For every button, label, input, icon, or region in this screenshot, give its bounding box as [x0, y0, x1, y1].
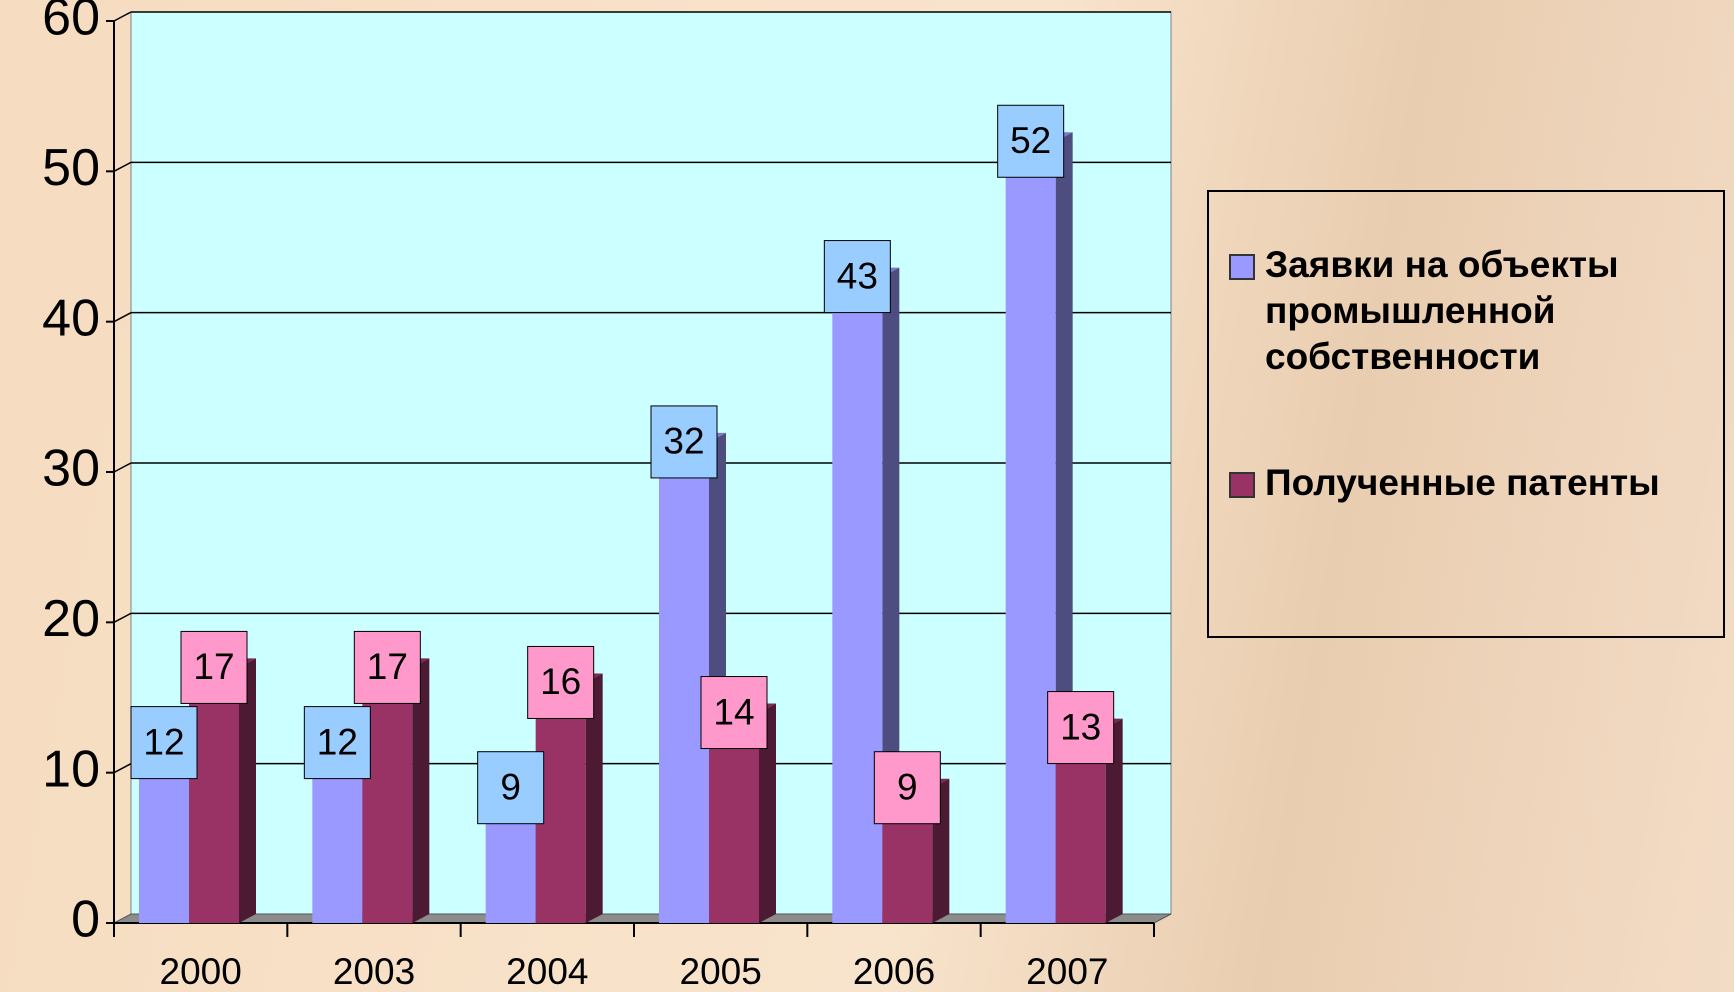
data-label: 12 — [317, 721, 358, 762]
grid-line-side — [114, 463, 131, 472]
bar — [362, 667, 412, 923]
legend-label: Полученные патенты — [1265, 460, 1660, 506]
x-tick-label: 2004 — [506, 951, 588, 992]
y-tick-label: 10 — [42, 740, 100, 798]
legend-item: Заявки на объекты промышленной собственн… — [1229, 242, 1711, 380]
bar — [1006, 141, 1056, 923]
grid-line-side — [114, 764, 131, 773]
legend: Заявки на объекты промышленной собственн… — [1207, 190, 1725, 638]
page: 0102030405060200020032004200520062007121… — [0, 0, 1734, 992]
data-label: 52 — [1010, 120, 1051, 161]
x-tick-label: 2007 — [1026, 951, 1108, 992]
grid-line-side — [114, 313, 131, 322]
y-tick-label: 60 — [42, 0, 100, 47]
y-tick-label: 0 — [71, 891, 100, 949]
grid-line-side — [114, 12, 131, 21]
legend-swatch — [1229, 472, 1255, 498]
data-label: 17 — [367, 646, 408, 687]
data-label: 17 — [193, 646, 234, 687]
y-tick-label: 20 — [42, 590, 100, 648]
data-label: 9 — [897, 766, 918, 807]
data-label: 14 — [713, 691, 754, 732]
data-label: 32 — [663, 421, 704, 462]
data-label: 13 — [1060, 706, 1101, 747]
y-tick-label: 30 — [42, 440, 100, 498]
y-tick-label: 50 — [42, 139, 100, 197]
legend-label: Заявки на объекты промышленной собственн… — [1265, 242, 1711, 380]
bar — [832, 277, 882, 923]
x-tick-label: 2005 — [680, 951, 762, 992]
data-label: 9 — [500, 766, 521, 807]
x-tick-label: 2003 — [333, 951, 415, 992]
x-tick-label: 2006 — [853, 951, 935, 992]
data-label: 12 — [143, 721, 184, 762]
y-tick-label: 40 — [42, 289, 100, 347]
legend-swatch — [1229, 254, 1255, 280]
bar — [189, 667, 239, 923]
grid-line-side — [114, 613, 131, 622]
x-tick-label: 2000 — [160, 951, 242, 992]
data-label: 43 — [837, 255, 878, 296]
legend-item: Полученные патенты — [1229, 460, 1711, 506]
grid-line-side — [114, 162, 131, 171]
data-label: 16 — [540, 661, 581, 702]
